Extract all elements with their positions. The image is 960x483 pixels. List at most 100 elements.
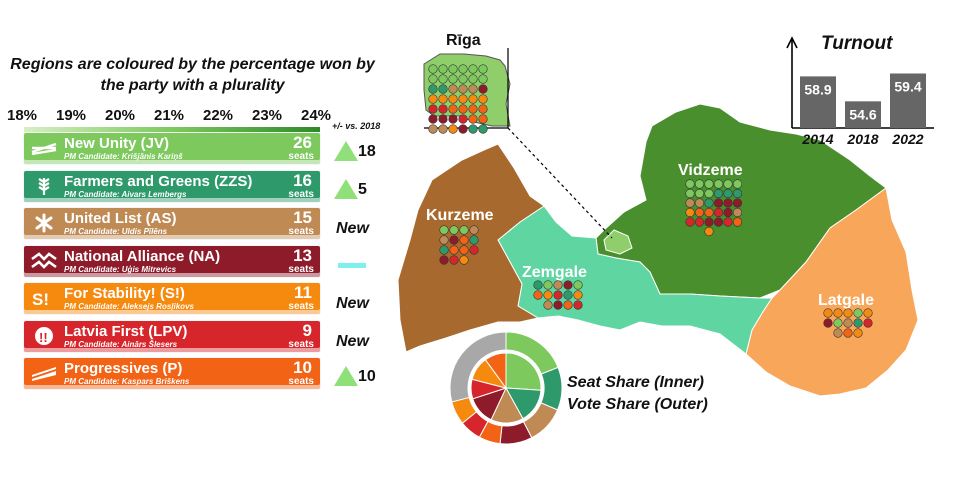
seat-dot bbox=[713, 207, 724, 218]
seat-dot bbox=[449, 245, 459, 255]
seat-dot bbox=[732, 198, 743, 208]
scale-tick-label: 20% bbox=[105, 107, 136, 124]
seat-dot bbox=[732, 179, 743, 189]
seat-dot bbox=[694, 179, 705, 189]
seat-dot bbox=[723, 188, 733, 199]
seat-dot bbox=[723, 198, 733, 208]
donut-legend-outer: Vote Share (Outer) bbox=[567, 396, 708, 413]
seat-dot bbox=[428, 64, 438, 74]
seat-dot bbox=[438, 104, 448, 114]
seat-dot bbox=[438, 124, 448, 134]
seat-dot bbox=[533, 290, 543, 300]
seat-dot bbox=[685, 198, 695, 208]
donut-legend-inner: Seat Share (Inner) bbox=[567, 374, 704, 391]
seat-dot bbox=[713, 217, 724, 227]
seat-dot bbox=[732, 207, 743, 218]
seat-dot bbox=[704, 198, 714, 208]
seat-change: 5 bbox=[358, 180, 367, 198]
party-row: Progressives (P) PM Candidate: Kaspars Br… bbox=[24, 358, 320, 389]
seat-change-new: New bbox=[336, 332, 369, 350]
riga-leader-line bbox=[507, 127, 613, 239]
seat-dot bbox=[448, 84, 458, 94]
seat-dot bbox=[428, 104, 438, 114]
seat-dots bbox=[428, 64, 873, 338]
seat-dot bbox=[863, 318, 873, 328]
seat-dot bbox=[853, 308, 863, 318]
seat-dot bbox=[448, 114, 458, 124]
region-latgale bbox=[745, 187, 919, 397]
seat-dot bbox=[723, 207, 733, 218]
riga-label: Rīga bbox=[446, 32, 481, 49]
seat-dot bbox=[553, 300, 563, 310]
circle-exclaim-icon: !! bbox=[30, 326, 58, 346]
seat-dot bbox=[553, 280, 563, 290]
seat-dot bbox=[468, 64, 478, 74]
turnout-year-label: 2022 bbox=[891, 131, 923, 147]
slash-bars-icon bbox=[30, 363, 58, 383]
seat-dot bbox=[853, 328, 863, 338]
seats-label: seats bbox=[288, 338, 314, 350]
seat-dot bbox=[478, 64, 488, 74]
seat-dot bbox=[459, 235, 469, 245]
seat-dot bbox=[573, 290, 583, 300]
change-header: +/- vs. 2018 bbox=[332, 121, 381, 131]
seat-dot bbox=[833, 308, 843, 318]
seats-label: seats bbox=[288, 376, 314, 387]
seat-dot bbox=[543, 280, 553, 290]
pm-candidate: PM Candidate: Krišjānis Kariņš bbox=[64, 152, 183, 161]
scale-tick-label: 21% bbox=[154, 107, 185, 124]
seat-count: 11 bbox=[294, 283, 312, 302]
seats-label: seats bbox=[288, 151, 314, 162]
seat-dot bbox=[732, 188, 743, 199]
seat-dot bbox=[563, 300, 573, 310]
seat-change-new: New bbox=[336, 220, 369, 237]
pm-candidate: PM Candidate: Aleksejs Rosļikovs bbox=[64, 302, 194, 311]
seat-change: 10 bbox=[358, 368, 376, 385]
seat-count: 9 bbox=[302, 320, 312, 340]
seat-dot bbox=[478, 84, 488, 94]
seat-dot bbox=[713, 179, 724, 189]
seat-dot bbox=[428, 114, 438, 124]
seat-dot bbox=[478, 94, 488, 104]
seat-dot bbox=[723, 217, 733, 227]
pm-candidate: PM Candidate: Uģis Mitrevics bbox=[64, 264, 177, 274]
seats-label: seats bbox=[288, 263, 314, 275]
crossed-lines-icon bbox=[30, 138, 58, 158]
seats-label: seats bbox=[288, 226, 314, 237]
vidzeme-label: Vidzeme bbox=[678, 162, 743, 179]
scale-tick-label: 19% bbox=[56, 107, 87, 124]
seat-dot bbox=[694, 217, 705, 227]
seat-dot bbox=[704, 179, 714, 189]
party-name: Progressives (P) bbox=[64, 360, 183, 377]
seat-dot bbox=[694, 207, 705, 218]
seat-dot bbox=[449, 225, 459, 235]
seats-label: seats bbox=[288, 301, 314, 312]
seat-dot bbox=[468, 74, 478, 84]
seat-dot bbox=[438, 84, 448, 94]
snowflake-icon bbox=[30, 213, 58, 233]
seat-dot bbox=[833, 318, 843, 328]
party-row: New Unity (JV) PM Candidate: Krišjānis Ka… bbox=[24, 133, 320, 164]
seat-dot bbox=[563, 290, 573, 300]
party-row: United List (AS) PM Candidate: Uldis Pīlē… bbox=[24, 208, 320, 239]
seat-dot bbox=[694, 188, 705, 199]
seat-dot bbox=[823, 318, 833, 328]
seat-dot bbox=[458, 104, 468, 114]
seat-dot bbox=[448, 124, 458, 134]
seat-change: 18 bbox=[358, 143, 376, 160]
seat-dot bbox=[438, 64, 448, 74]
pm-candidate: PM Candidate: Kaspars Briškens bbox=[64, 377, 190, 386]
seat-dot bbox=[713, 188, 724, 199]
svg-text:!!: !! bbox=[39, 330, 48, 345]
party-name: New Unity (JV) bbox=[64, 135, 170, 152]
seat-dot bbox=[439, 235, 449, 245]
seat-change-new: New bbox=[336, 295, 369, 312]
seat-dot bbox=[458, 94, 468, 104]
turnout-title: Turnout bbox=[821, 33, 893, 54]
pm-candidate: PM Candidate: Uldis Pīlēns bbox=[64, 227, 168, 236]
pm-candidate: PM Candidate: Aivars Lembergs bbox=[64, 189, 187, 199]
seats-label: seats bbox=[288, 188, 314, 200]
seat-dot bbox=[685, 179, 695, 189]
seat-dot bbox=[448, 74, 458, 84]
turnout-bar bbox=[890, 73, 926, 128]
